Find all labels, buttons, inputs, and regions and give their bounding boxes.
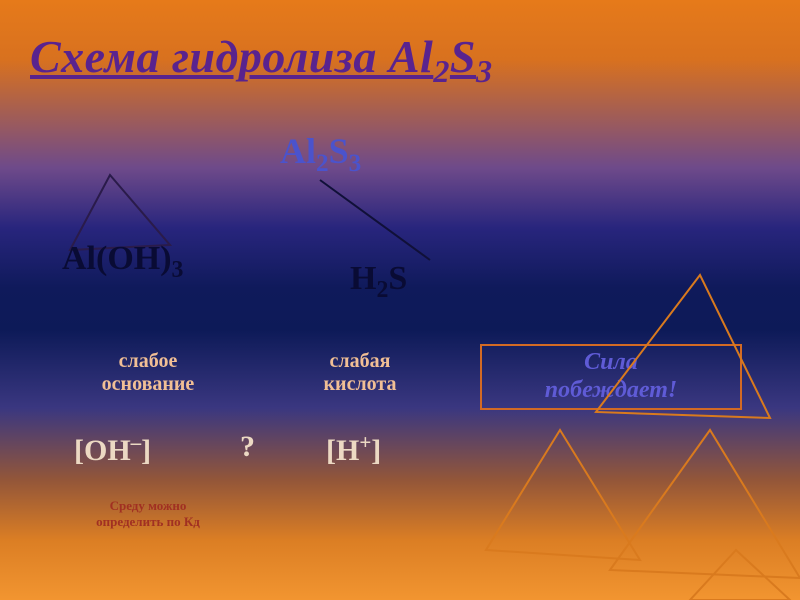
- deco-triangle-1: [486, 430, 640, 560]
- compound-mid: S: [329, 131, 349, 171]
- product-h2s: H2S: [350, 260, 407, 304]
- ion-h-close: ]: [371, 434, 381, 467]
- title-sub2: 3: [476, 53, 493, 89]
- h2s-prefix: H: [350, 260, 376, 297]
- question-mark: ?: [240, 430, 255, 464]
- h2s-sub: 2: [376, 277, 388, 303]
- aloh3-prefix: Al(OH): [62, 240, 172, 277]
- desc-weak-base: слабое основание: [78, 350, 218, 396]
- compound-sub2: 3: [349, 150, 362, 177]
- compound-sub1: 2: [316, 150, 329, 177]
- aloh3-sub: 3: [172, 257, 184, 283]
- desc-right-l2: кислота: [324, 373, 397, 395]
- title-mid: S: [450, 31, 476, 82]
- ion-oh-close: ]: [141, 434, 151, 467]
- note-l2: определить по Кд: [96, 514, 200, 529]
- product-aloh3: Al(OH)3: [62, 240, 183, 284]
- triangle-left-branch: [70, 175, 170, 250]
- compound-al2s3: Al2S3: [280, 130, 361, 178]
- footnote-kd: Среду можно определить по Кд: [58, 498, 238, 530]
- title-sub1: 2: [433, 53, 450, 89]
- h2s-suffix: S: [388, 260, 407, 297]
- compound-prefix: Al: [280, 131, 316, 171]
- ion-oh-open: [OH: [74, 434, 131, 467]
- deco-triangle-2: [610, 430, 800, 578]
- ion-h-open: [H: [326, 434, 359, 467]
- desc-weak-acid: слабая кислота: [300, 350, 420, 396]
- desc-right-l1: слабая: [330, 350, 391, 372]
- note-l1: Среду можно: [110, 498, 187, 513]
- desc-left-l2: основание: [102, 373, 195, 395]
- ion-oh-sup: –: [131, 430, 142, 454]
- branch-line-right: [320, 180, 430, 260]
- ion-h: [H+]: [326, 430, 381, 468]
- badge-strength-wins: Сила побеждает!: [480, 344, 742, 410]
- title-text: Схема гидролиза Al: [30, 31, 433, 82]
- slide-title: Схема гидролиза Al2S3: [30, 30, 770, 90]
- ion-h-sup: +: [359, 430, 371, 454]
- badge-l1: Сила: [584, 349, 638, 375]
- deco-triangle-3: [690, 550, 790, 600]
- desc-left-l1: слабое: [119, 350, 178, 372]
- badge-text: Сила побеждает!: [545, 349, 677, 404]
- slide-canvas: Схема гидролиза Al2S3 Al2S3 Al(OH)3 H2S …: [0, 0, 800, 600]
- ion-oh: [OH–]: [74, 430, 151, 468]
- badge-l2: побеждает!: [545, 377, 677, 403]
